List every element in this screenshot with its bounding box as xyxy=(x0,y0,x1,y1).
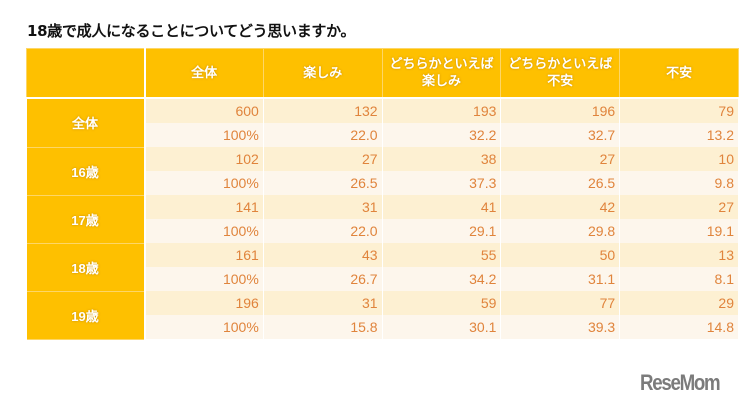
row-group-label: 19歳 xyxy=(26,291,146,340)
percent-cell: 100% xyxy=(144,171,264,195)
count-cell: 27 xyxy=(619,195,739,219)
percent-row: 100% 22.0 32.2 32.7 13.2 xyxy=(27,123,739,147)
header-row: 全体 楽しみ どちらかといえば 楽しみ どちらかといえば 不安 不安 xyxy=(26,48,739,99)
row-group-label: 18歳 xyxy=(26,243,146,292)
count-cell: 193 xyxy=(382,98,502,123)
count-cell: 55 xyxy=(382,243,502,267)
count-cell: 132 xyxy=(263,98,383,123)
count-cell: 41 xyxy=(382,195,502,219)
percent-cell: 39.3 xyxy=(500,315,621,339)
percent-cell: 100% xyxy=(144,219,264,243)
row-group-label: 全体 xyxy=(26,98,146,148)
count-cell: 27 xyxy=(263,147,383,171)
count-cell: 600 xyxy=(144,98,264,123)
count-cell: 102 xyxy=(144,147,264,171)
count-cell: 161 xyxy=(144,243,264,267)
percent-cell: 15.8 xyxy=(263,315,383,339)
count-cell: 38 xyxy=(382,147,502,171)
resemom-logo: ReseMom xyxy=(640,370,721,395)
count-row: 全体 600 132 193 196 79 xyxy=(26,98,739,148)
percent-cell: 29.8 xyxy=(500,219,621,243)
percent-cell: 22.0 xyxy=(263,123,383,147)
count-cell: 42 xyxy=(500,195,621,219)
row-group-label: 17歳 xyxy=(26,195,146,244)
percent-cell: 26.5 xyxy=(263,171,383,195)
percent-row: 100% 26.7 34.2 31.1 8.1 xyxy=(27,267,739,291)
count-cell: 59 xyxy=(382,291,502,315)
percent-row: 100% 26.5 37.3 26.5 9.8 xyxy=(27,171,739,195)
percent-cell: 32.7 xyxy=(500,123,621,147)
percent-row: 100% 22.0 29.1 29.8 19.1 xyxy=(27,219,739,243)
count-cell: 27 xyxy=(500,147,621,171)
count-cell: 79 xyxy=(619,98,739,123)
percent-cell: 26.7 xyxy=(263,267,383,291)
percent-cell: 8.1 xyxy=(619,267,739,291)
column-header: どちらかといえば 楽しみ xyxy=(381,48,502,99)
percent-cell: 9.8 xyxy=(619,171,739,195)
percent-cell: 22.0 xyxy=(263,219,383,243)
percent-cell: 31.1 xyxy=(500,267,621,291)
count-row: 17歳 141 31 41 42 27 xyxy=(26,195,739,244)
percent-cell: 100% xyxy=(144,123,264,147)
percent-cell: 100% xyxy=(144,315,264,339)
count-row: 18歳 161 43 55 50 13 xyxy=(26,243,739,292)
count-cell: 50 xyxy=(500,243,621,267)
count-cell: 43 xyxy=(263,243,383,267)
percent-cell: 26.5 xyxy=(500,171,621,195)
percent-cell: 19.1 xyxy=(619,219,739,243)
percent-cell: 30.1 xyxy=(382,315,502,339)
count-cell: 196 xyxy=(500,98,621,123)
row-group-label: 16歳 xyxy=(26,147,146,196)
percent-cell: 29.1 xyxy=(382,219,502,243)
count-row: 19歳 196 31 59 77 29 xyxy=(26,291,739,340)
percent-cell: 100% xyxy=(144,267,264,291)
percent-cell: 13.2 xyxy=(619,123,739,147)
count-row: 16歳 102 27 38 27 10 xyxy=(26,147,739,196)
page-title: 18歳で成人になることについてどう思いますか。 xyxy=(27,22,356,40)
percent-cell: 37.3 xyxy=(382,171,502,195)
percent-cell: 32.2 xyxy=(382,123,502,147)
count-cell: 31 xyxy=(263,291,383,315)
column-header: 全体 xyxy=(144,48,264,99)
count-cell: 196 xyxy=(144,291,264,315)
corner-cell xyxy=(26,48,146,99)
count-cell: 141 xyxy=(144,195,264,219)
count-cell: 77 xyxy=(500,291,621,315)
percent-cell: 14.8 xyxy=(619,315,739,339)
survey-table: 全体 楽しみ どちらかといえば 楽しみ どちらかといえば 不安 不安 全体 600 132 193… xyxy=(26,48,739,340)
column-header: 不安 xyxy=(619,48,739,99)
percent-cell: 34.2 xyxy=(382,267,502,291)
percent-row: 100% 15.8 30.1 39.3 14.8 xyxy=(27,315,739,339)
count-cell: 13 xyxy=(619,243,739,267)
column-header: 楽しみ xyxy=(262,48,383,99)
column-header: どちらかといえば 不安 xyxy=(500,48,621,99)
count-cell: 29 xyxy=(619,291,739,315)
count-cell: 31 xyxy=(263,195,383,219)
count-cell: 10 xyxy=(619,147,739,171)
